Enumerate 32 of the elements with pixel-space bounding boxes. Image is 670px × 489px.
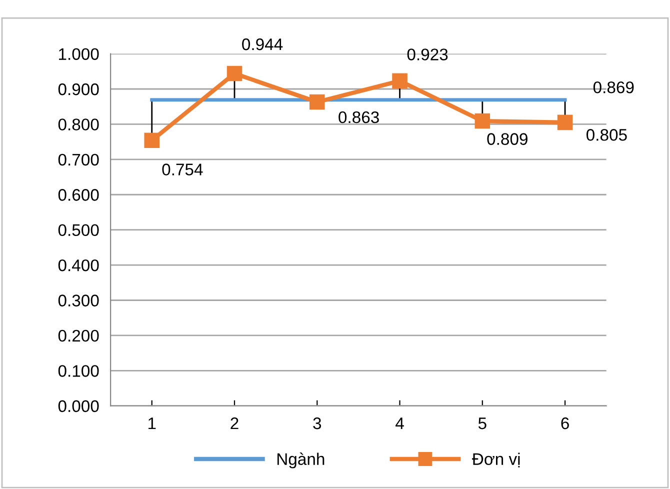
y-tick-label: 0.000 bbox=[58, 400, 99, 412]
x-tick-label: 1 bbox=[148, 418, 156, 430]
x-tick-label: 4 bbox=[396, 418, 404, 430]
x-tick-label: 2 bbox=[230, 417, 238, 430]
data-label: 0.863 bbox=[338, 111, 379, 124]
y-tick-label: 0.500 bbox=[58, 224, 99, 236]
y-tick-label: 0.100 bbox=[58, 365, 99, 377]
data-label: 0.944 bbox=[242, 38, 283, 50]
data-label: 0.869 bbox=[593, 81, 634, 94]
y-tick-label: 0.300 bbox=[58, 294, 99, 306]
y-tick-label: 0.200 bbox=[58, 330, 99, 342]
data-label: 0.754 bbox=[162, 164, 203, 176]
data-label: 0.923 bbox=[407, 48, 448, 60]
y-tick-label: 0.600 bbox=[58, 189, 99, 201]
x-tick-label: 6 bbox=[561, 417, 569, 430]
legend-label: Đơn vị bbox=[472, 452, 520, 468]
data-label: 0.809 bbox=[487, 133, 528, 145]
point bbox=[392, 73, 408, 89]
point bbox=[144, 132, 160, 148]
point bbox=[226, 66, 242, 82]
point bbox=[474, 113, 490, 129]
x-tick-label: 3 bbox=[313, 417, 322, 430]
x-tick-label: 5 bbox=[478, 418, 486, 430]
y-tick-label: 0.800 bbox=[58, 118, 99, 130]
legend-label: Ngành bbox=[277, 452, 324, 468]
y-tick-label: 0.900 bbox=[58, 83, 99, 96]
y-tick-label: 0.700 bbox=[58, 154, 99, 166]
point bbox=[557, 114, 573, 130]
y-tick-label: 0.400 bbox=[58, 259, 99, 272]
point bbox=[309, 94, 325, 110]
y-tick-label: 1.000 bbox=[59, 48, 99, 60]
data-label: 0.805 bbox=[586, 129, 627, 141]
